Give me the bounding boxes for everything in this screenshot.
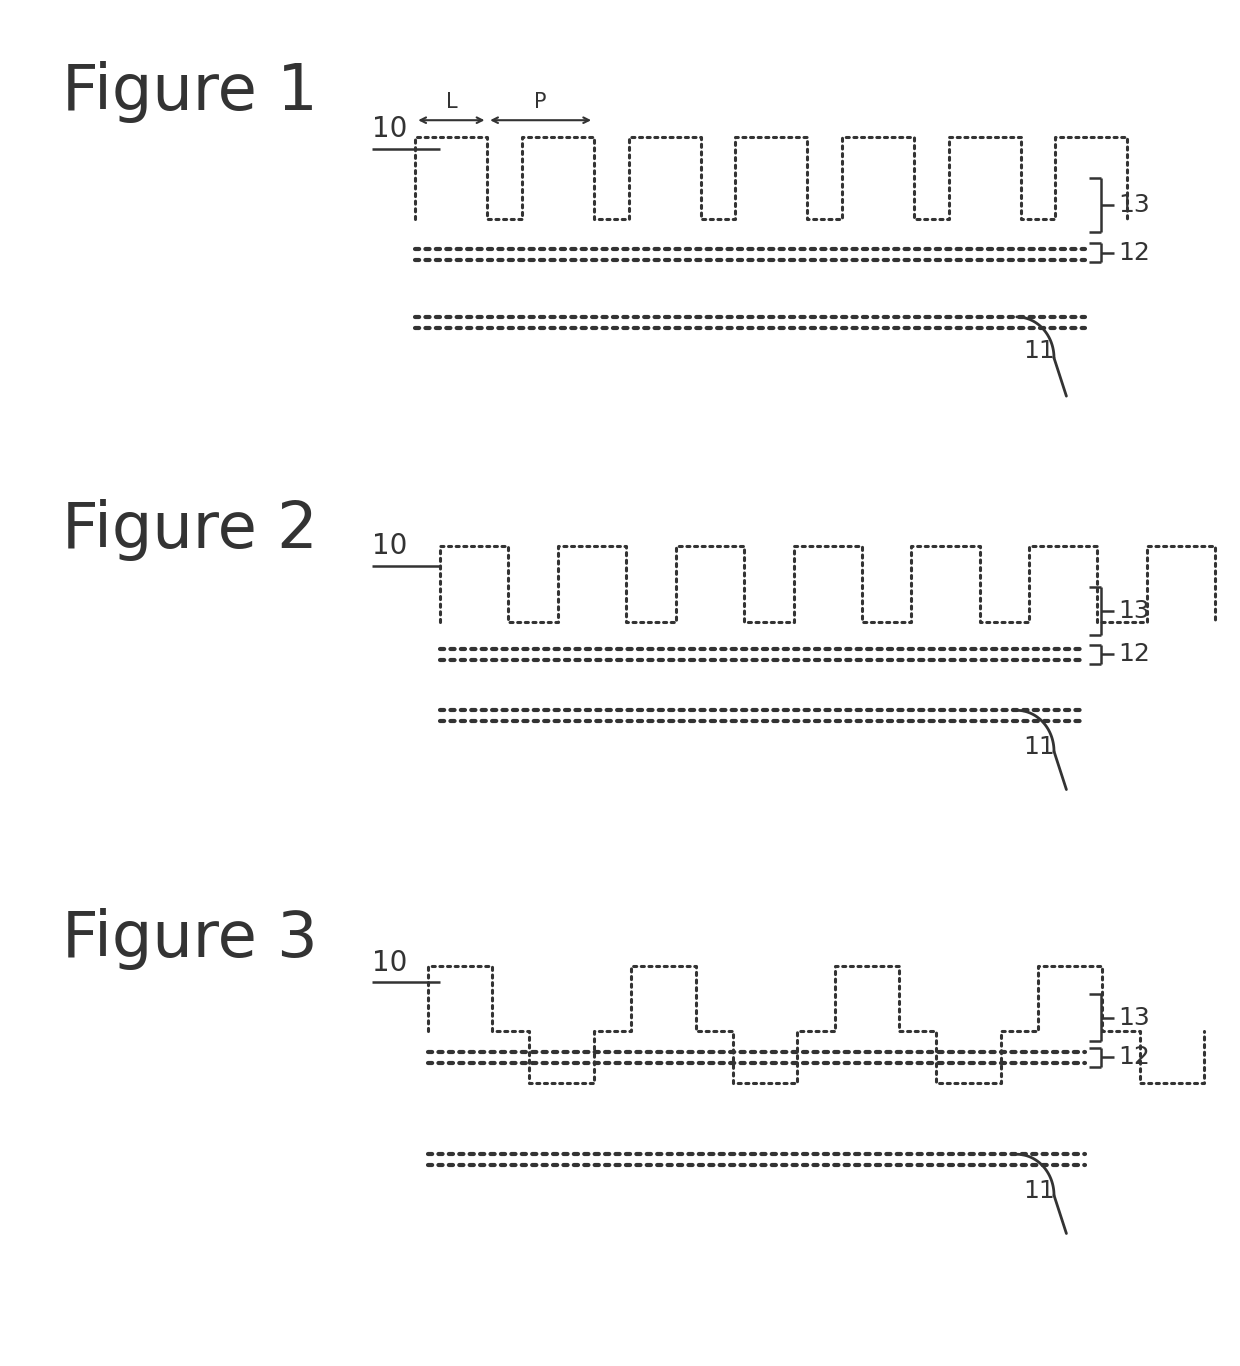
Text: 10: 10 [372, 533, 408, 560]
Text: Figure 2: Figure 2 [62, 499, 317, 560]
Text: 12: 12 [1118, 1045, 1151, 1070]
Text: 12: 12 [1118, 240, 1151, 265]
Text: 10: 10 [372, 949, 408, 977]
Text: 11: 11 [1023, 735, 1055, 759]
Text: 12: 12 [1118, 642, 1151, 667]
Text: Figure 1: Figure 1 [62, 61, 317, 123]
Text: L: L [445, 92, 458, 112]
Text: 13: 13 [1118, 1005, 1151, 1030]
Text: 13: 13 [1118, 600, 1151, 623]
Text: 11: 11 [1023, 339, 1055, 363]
Text: P: P [534, 92, 547, 112]
Text: 13: 13 [1118, 193, 1151, 217]
Text: 10: 10 [372, 116, 408, 143]
Text: 11: 11 [1023, 1179, 1055, 1203]
Text: Figure 3: Figure 3 [62, 908, 317, 970]
